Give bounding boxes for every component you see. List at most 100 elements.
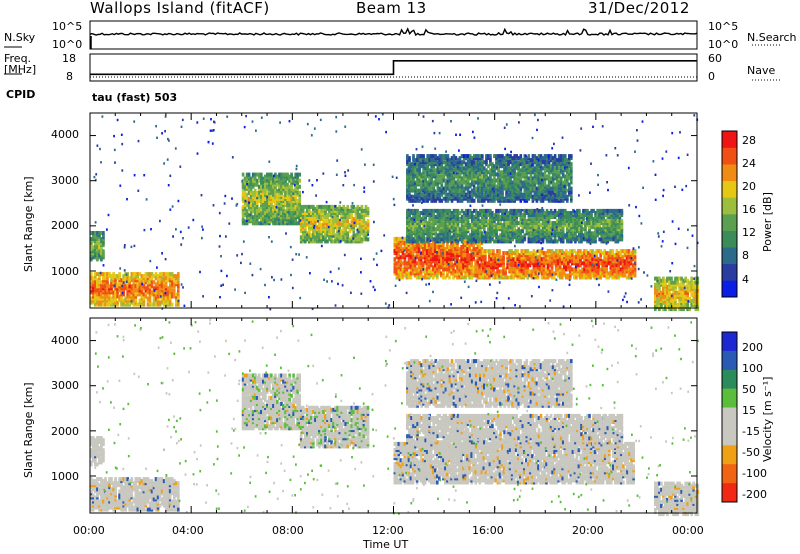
- power-echo-cell: [606, 219, 610, 224]
- power-echo-cell: [292, 197, 295, 201]
- power-echo-cell: [516, 257, 519, 262]
- power-echo-cell: [481, 219, 484, 224]
- power-echo-cell: [574, 231, 577, 236]
- power-echo-cell: [458, 160, 462, 165]
- power-echo-cell: [499, 233, 502, 238]
- power-echo-cell: [528, 269, 532, 274]
- power-echo-cell: [251, 178, 255, 183]
- power-echo-cell: [410, 186, 413, 191]
- power-echo-cell: [324, 211, 327, 215]
- power-echo-cell: [344, 219, 347, 224]
- power-echo-cell: [415, 267, 419, 272]
- power-echo-cell: [548, 269, 552, 274]
- power-echo-cell: [543, 231, 547, 236]
- power-echo-cell: [419, 245, 423, 249]
- power-echo-cell: [515, 235, 518, 240]
- power-echo-cell: [124, 296, 127, 301]
- power-echo-cell: [434, 249, 437, 254]
- power-echo-cell: [513, 211, 516, 215]
- power-echo-cell: [591, 267, 594, 272]
- power-echo-cell: [595, 269, 598, 274]
- power-echo-cell: [614, 223, 618, 228]
- power-echo-cell: [360, 211, 364, 215]
- power-echo-cell: [575, 251, 578, 256]
- power-echo-cell: [314, 237, 317, 242]
- power-echo-cell: [594, 211, 597, 215]
- power-echo-cell: [591, 257, 594, 262]
- power-echo-cell: [393, 236, 397, 241]
- power-echo-cell: [476, 247, 480, 252]
- power-echo-cell: [440, 192, 444, 197]
- power-echo-cell: [262, 211, 265, 216]
- power-echo-cell: [545, 208, 549, 213]
- power-echo-cell: [462, 154, 466, 159]
- power-echo-cell: [456, 229, 460, 234]
- power-echo-cell: [479, 172, 482, 177]
- power-echo-cell: [310, 233, 313, 238]
- power-echo-cell: [426, 170, 429, 175]
- power-echo-cell: [493, 231, 496, 236]
- power-echo-cell: [417, 265, 421, 270]
- power-echo-cell: [92, 280, 95, 285]
- power-echo-cell: [427, 259, 431, 264]
- power-echo-cell: [479, 198, 482, 203]
- power-echo-cell: [144, 286, 148, 291]
- power-echo-cell: [456, 253, 459, 258]
- power-echo-cell: [576, 225, 579, 230]
- power-echo-cell: [489, 219, 492, 224]
- power-echo-cell: [542, 251, 546, 256]
- power-echo-cell: [444, 237, 448, 242]
- power-echo-cell: [243, 211, 247, 216]
- power-echo-cell: [567, 267, 570, 272]
- power-echo-cell: [569, 259, 572, 264]
- power-echo-cell: [492, 253, 495, 258]
- power-echo-cell: [608, 219, 612, 224]
- power-echo-cell: [574, 221, 577, 226]
- power-echo-cell: [278, 178, 281, 183]
- power-echo-cell: [501, 231, 504, 236]
- power-echo-cell: [452, 154, 456, 159]
- power-echo-cell: [173, 294, 176, 299]
- power-echo-cell: [525, 219, 529, 224]
- power-echo-cell: [448, 164, 452, 169]
- power-echo-cell: [106, 282, 109, 287]
- power-echo-cell: [292, 178, 295, 183]
- power-echo-cell: [156, 288, 160, 293]
- power-echo-cell: [106, 272, 109, 277]
- power-echo-cell: [500, 273, 503, 278]
- power-echo-cell: [158, 278, 162, 283]
- power-echo-cell: [495, 231, 498, 236]
- power-echo-cell: [434, 273, 437, 278]
- power-echo-cell: [591, 253, 594, 258]
- power-echo-cell: [409, 251, 413, 256]
- power-echo-cell: [96, 288, 99, 293]
- power-echo-cell: [458, 251, 461, 256]
- power-echo-cell: [422, 219, 425, 224]
- power-echo-cell: [452, 263, 455, 268]
- power-echo-cell: [452, 249, 455, 254]
- power-echo-cell: [432, 158, 435, 163]
- power-echo-cell: [556, 271, 560, 276]
- power-echo-cell: [495, 211, 498, 215]
- power-echo-cell: [454, 247, 457, 252]
- power-echo-cell: [413, 259, 417, 264]
- power-echo-cell: [579, 249, 582, 254]
- power-echo-cell: [420, 192, 423, 197]
- noise-panel-frame: [89, 20, 698, 50]
- power-echo-cell: [548, 259, 552, 264]
- power-echo-cell: [444, 231, 448, 236]
- power-echo-cell: [454, 273, 457, 278]
- power-echo-cell: [606, 235, 610, 240]
- power-echo-cell: [605, 267, 608, 272]
- power-echo-cell: [92, 300, 95, 305]
- power-echo-cell: [582, 221, 585, 226]
- power-echo-cell: [150, 302, 154, 307]
- power-echo-cell: [490, 259, 493, 264]
- power-echo-cell: [516, 253, 519, 258]
- power-echo-cell: [306, 204, 309, 209]
- power-echo-cell: [627, 259, 631, 264]
- power-echo-cell: [90, 231, 93, 235]
- power-echo-cell: [454, 208, 458, 213]
- power-echo-cell: [436, 178, 440, 183]
- power-echo-cell: [472, 186, 476, 191]
